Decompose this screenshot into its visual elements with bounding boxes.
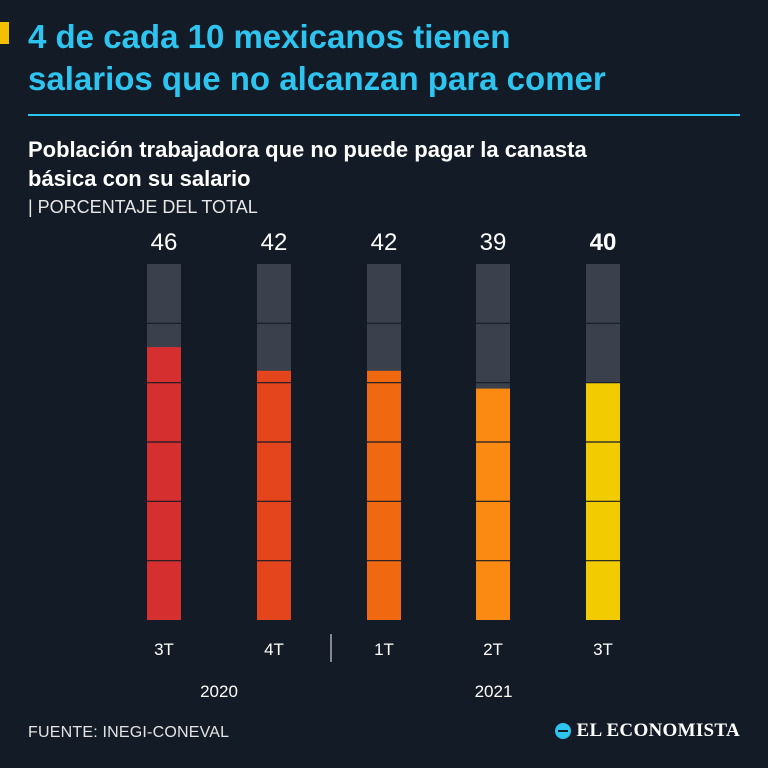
- subtitle-line-1: Población trabajadora que no puede pagar…: [28, 137, 587, 162]
- brand-logo: EL ECONOMISTA: [554, 720, 741, 742]
- bar: [367, 370, 401, 620]
- chart-subtitle: Población trabajadora que no puede pagar…: [28, 135, 748, 222]
- year-label: 2020: [200, 682, 238, 701]
- data-label: 40: [590, 229, 617, 256]
- title-divider: [28, 114, 740, 116]
- brand-name: EL ECONOMISTA: [576, 720, 740, 741]
- unit-label: | PORCENTAJE DEL TOTAL: [28, 197, 258, 217]
- subtitle-line-2-text: básica con su salario: [28, 166, 251, 191]
- x-tick-label: 1T: [374, 640, 394, 659]
- x-tick-label: 3T: [154, 640, 174, 659]
- bar: [476, 388, 510, 620]
- year-label: 2021: [475, 682, 513, 701]
- data-label: 39: [480, 229, 507, 256]
- headline: 4 de cada 10 mexicanos tienen salarios q…: [28, 16, 758, 100]
- bar: [257, 370, 291, 620]
- data-label: 42: [371, 229, 398, 256]
- x-tick-label: 4T: [264, 640, 284, 659]
- subtitle-line-2: básica con su salario | PORCENTAJE DEL T…: [28, 164, 748, 222]
- source-note: FUENTE: INEGI-CONEVAL: [28, 724, 230, 741]
- bar: [147, 347, 181, 620]
- headline-line-1: 4 de cada 10 mexicanos tienen: [28, 18, 511, 55]
- data-label: 42: [261, 229, 288, 256]
- x-tick-label: 2T: [483, 640, 503, 659]
- x-tick-label: 3T: [593, 640, 613, 659]
- accent-bar: [0, 22, 9, 44]
- data-label: 46: [151, 229, 178, 256]
- headline-line-2: salarios que no alcanzan para comer: [28, 60, 606, 97]
- brand-mark-icon: [554, 723, 571, 739]
